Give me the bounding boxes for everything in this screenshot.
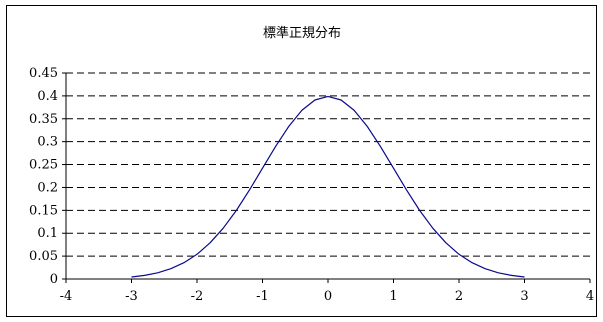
x-tick-labels: -4 -3 -2 -1 0 1 2 3 4 [60, 289, 594, 304]
x-tick-label: 1 [389, 289, 397, 304]
series-layer [131, 95, 525, 278]
y-tick-label: 0.05 [29, 249, 58, 264]
chart-frame [6, 5, 597, 317]
chart-title: 標準正規分布 [263, 25, 341, 41]
y-tick-label: 0.2 [37, 180, 58, 195]
x-tick-label: -4 [60, 289, 73, 304]
y-tick-labels: 0 0.05 0.1 0.15 0.2 0.25 0.3 0.35 0.4 0.45 [29, 66, 58, 287]
x-tick-label: 3 [520, 289, 528, 304]
x-tick-label: -1 [256, 289, 269, 304]
y-tick-label: 0.15 [29, 203, 58, 218]
y-tick-label: 0.35 [29, 112, 58, 127]
y-tick-label: 0.4 [37, 89, 58, 104]
x-tick-label: 0 [324, 289, 332, 304]
x-tick-label: 4 [586, 289, 594, 304]
grid-lines [66, 72, 590, 257]
x-tick-label: -3 [125, 289, 138, 304]
series-line [131, 95, 525, 278]
axes [62, 72, 591, 283]
y-tick-label: 0 [50, 272, 58, 287]
x-tick-label: -2 [191, 289, 204, 304]
y-tick-label: 0.1 [37, 226, 58, 241]
x-tick-label: 2 [455, 289, 463, 304]
y-tick-label: 0.45 [29, 66, 58, 81]
y-tick-label: 0.3 [37, 135, 58, 150]
y-tick-label: 0.25 [29, 158, 58, 173]
